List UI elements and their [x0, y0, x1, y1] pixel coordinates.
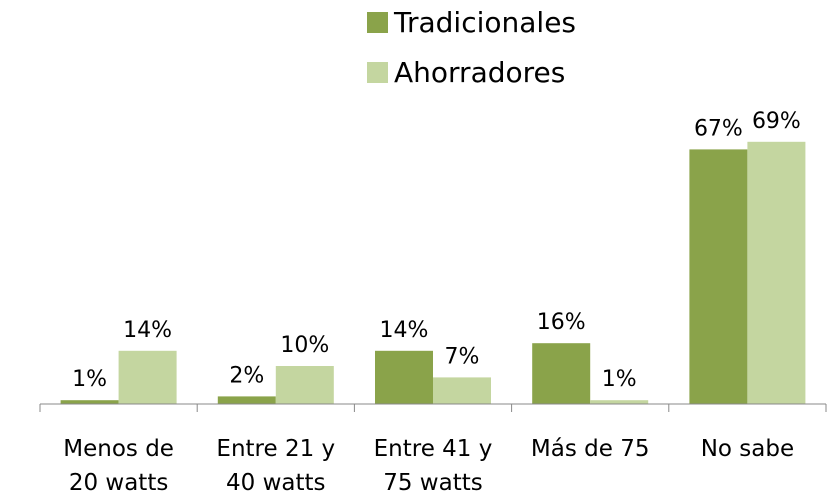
legend-swatch — [367, 62, 388, 83]
x-tick-label: Entre 41 y 75 watts — [374, 436, 493, 496]
value-label: 14% — [380, 318, 429, 343]
value-label: 1% — [72, 367, 107, 392]
legend-label: Tradicionales — [393, 6, 576, 39]
value-label: 2% — [229, 363, 264, 388]
bar — [118, 350, 177, 404]
bar — [375, 350, 433, 404]
value-label: 69% — [752, 109, 801, 134]
bar — [275, 366, 334, 404]
value-label: 16% — [537, 310, 586, 335]
bar — [689, 149, 748, 404]
value-label: 10% — [280, 333, 329, 358]
bar — [60, 400, 119, 404]
value-label: 14% — [123, 318, 172, 343]
legend-swatch — [367, 12, 388, 33]
bar — [217, 396, 276, 404]
value-label: 7% — [445, 344, 480, 369]
x-tick-label: Entre 21 y 40 watts — [216, 436, 335, 496]
value-label: 1% — [602, 367, 637, 392]
bar — [433, 377, 491, 404]
bar — [532, 343, 591, 404]
legend-label: Ahorradores — [394, 56, 565, 89]
bar — [747, 141, 806, 405]
x-tick-label: No sabe — [701, 436, 794, 462]
x-tick-label: Menos de 20 watts — [63, 436, 174, 496]
x-tick-label: Más de 75 — [531, 436, 650, 462]
bar — [590, 400, 649, 404]
value-label: 67% — [694, 116, 743, 141]
